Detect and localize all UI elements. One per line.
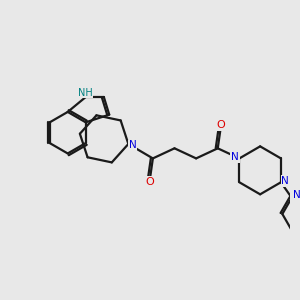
Text: O: O [216, 120, 225, 130]
Text: NH: NH [78, 88, 93, 98]
Text: N: N [281, 176, 289, 186]
Text: N: N [231, 152, 239, 162]
Text: N: N [129, 140, 136, 150]
Text: N: N [293, 190, 300, 200]
Text: O: O [146, 177, 154, 187]
